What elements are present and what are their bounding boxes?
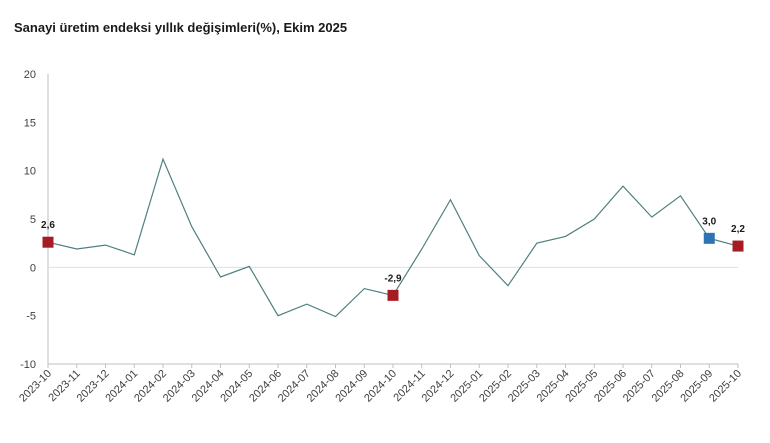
y-tick-label: 10 [24,166,36,178]
data-label: 3,0 [702,216,716,227]
y-tick-label: 5 [30,214,36,226]
highlight-marker [42,236,54,248]
highlight-marker [387,289,399,301]
y-tick-label: -5 [26,311,36,323]
y-tick-label: 0 [30,262,36,274]
data-label: 2,2 [731,224,745,235]
y-tick-label: -10 [20,359,36,371]
data-label: -2,9 [384,273,402,284]
data-label: 2,6 [41,220,55,231]
y-tick-label: 15 [24,117,36,129]
highlight-marker [732,240,744,252]
highlight-marker [703,232,715,244]
chart-title: Sanayi üretim endeksi yıllık değişimleri… [14,20,348,35]
x-tick-label: 2025-10 [707,368,744,405]
y-tick-label: 20 [24,69,36,81]
